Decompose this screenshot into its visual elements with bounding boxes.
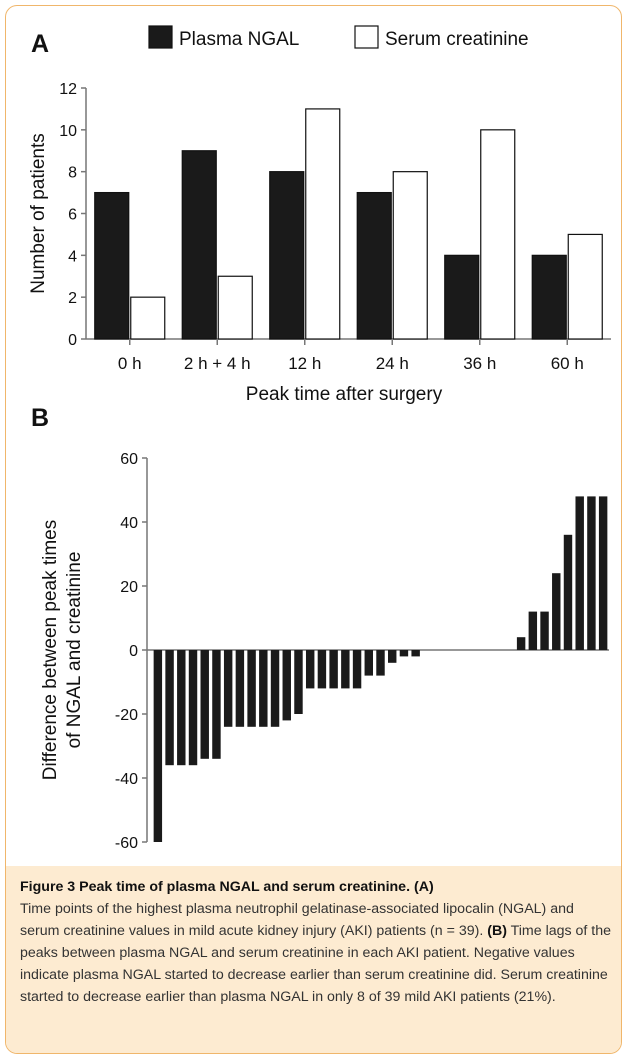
lag-bar xyxy=(516,637,526,650)
x-tick-label: 2 h + 4 h xyxy=(184,354,251,373)
bar-plasma-ngal xyxy=(531,254,567,340)
lag-bar xyxy=(575,496,584,650)
x-tick-label: 0 h xyxy=(118,354,142,373)
lag-bar xyxy=(563,534,573,650)
y-tick-label: -60 xyxy=(115,835,138,852)
lag-bar xyxy=(552,573,561,650)
lag-bar xyxy=(165,650,174,766)
caption-a-text: Time points of the highest plasma neutro… xyxy=(20,901,574,939)
y-tick-label: 2 xyxy=(68,290,77,307)
lag-bar xyxy=(317,650,327,689)
figure-frame: A Plasma NGAL Serum creatinine 0 2 4 6 8 10 12 0 h… xyxy=(5,5,622,1054)
bar-plasma-ngal xyxy=(181,150,217,340)
bar-serum-creatinine xyxy=(217,275,253,340)
y-axis-label-line: of NGAL and creatinine xyxy=(64,552,85,749)
lag-bar xyxy=(540,611,549,650)
bar-serum-creatinine xyxy=(392,171,428,340)
lag-bar xyxy=(352,650,362,689)
lag-bar xyxy=(282,650,291,721)
caption-b-marker: (B) xyxy=(487,923,507,939)
caption-b-text: Time lags of the peaks between plasma NG… xyxy=(20,923,612,1005)
y-tick-label: 20 xyxy=(120,579,138,596)
lag-bar xyxy=(329,650,338,689)
bar-serum-creatinine xyxy=(480,129,516,340)
lag-bar xyxy=(153,650,163,842)
bar-plasma-ngal xyxy=(269,171,305,340)
y-tick-label: 40 xyxy=(120,515,138,532)
lag-bar xyxy=(212,650,221,759)
y-tick-label: 6 xyxy=(68,207,77,224)
legend-label-plasma-ngal: Plasma NGAL xyxy=(179,29,299,50)
lag-bar xyxy=(259,650,268,727)
x-tick-label: 24 h xyxy=(376,354,409,373)
legend-swatch-serum-creatinine xyxy=(354,25,379,49)
y-tick-label: 12 xyxy=(59,81,77,98)
legend-swatch-plasma-ngal xyxy=(148,25,173,49)
lag-bar xyxy=(200,650,209,759)
y-tick-label: -40 xyxy=(115,771,138,788)
y-tick-label: 4 xyxy=(68,248,77,265)
bar-serum-creatinine xyxy=(130,296,166,340)
lag-bar xyxy=(223,650,233,727)
y-tick-label: 0 xyxy=(129,643,138,660)
caption-title: Figure 3 Peak time of plasma NGAL and se… xyxy=(20,879,411,895)
lag-bar xyxy=(364,650,374,676)
caption-box xyxy=(6,866,621,1053)
lag-bar xyxy=(528,611,538,650)
lag-bar xyxy=(294,650,303,714)
bar-plasma-ngal xyxy=(94,191,130,340)
panel-a-chart: A Plasma NGAL Serum creatinine 0 2 4 6 8 10 12 0 h… xyxy=(28,25,611,373)
x-tick-label: 36 h xyxy=(463,354,496,373)
y-tick-label: -20 xyxy=(115,707,138,724)
lag-bar xyxy=(411,650,420,657)
lag-bar xyxy=(587,496,596,650)
panel-b-label: B xyxy=(31,404,49,432)
x-axis-label: Peak time after surgery xyxy=(246,384,443,405)
panel-b-chart: Peak time after surgery B -60 -40 -20 0 20 40 60… xyxy=(31,384,609,852)
bar-plasma-ngal xyxy=(356,191,392,340)
lag-bar xyxy=(305,650,315,689)
lag-bar xyxy=(387,650,397,663)
y-tick-label: 8 xyxy=(68,165,77,182)
lag-bar xyxy=(247,650,256,727)
lag-bar xyxy=(399,650,409,657)
lag-bar xyxy=(341,650,350,689)
x-tick-label: 60 h xyxy=(551,354,584,373)
y-tick-label: 10 xyxy=(59,123,77,140)
lag-bar xyxy=(188,650,198,766)
legend-label-serum-creatinine: Serum creatinine xyxy=(385,29,529,50)
lag-bar xyxy=(177,650,186,766)
x-tick-label: 12 h xyxy=(288,354,321,373)
lag-bar xyxy=(270,650,280,727)
lag-bar xyxy=(598,496,608,650)
lag-bar xyxy=(376,650,385,676)
bar-serum-creatinine xyxy=(567,233,603,340)
bar-plasma-ngal xyxy=(444,254,480,340)
lag-bar xyxy=(235,650,245,727)
figure-caption: Figure 3 Peak time of plasma NGAL and se… xyxy=(20,876,615,1008)
caption-a-marker: (A) xyxy=(413,879,434,895)
y-axis-label: Number of patients xyxy=(28,133,49,294)
y-tick-label: 0 xyxy=(68,332,77,349)
panel-a-label: A xyxy=(31,30,49,58)
bar-serum-creatinine xyxy=(305,108,341,340)
y-axis-label-line: Difference between peak times xyxy=(40,520,61,781)
y-tick-label: 60 xyxy=(120,451,138,468)
